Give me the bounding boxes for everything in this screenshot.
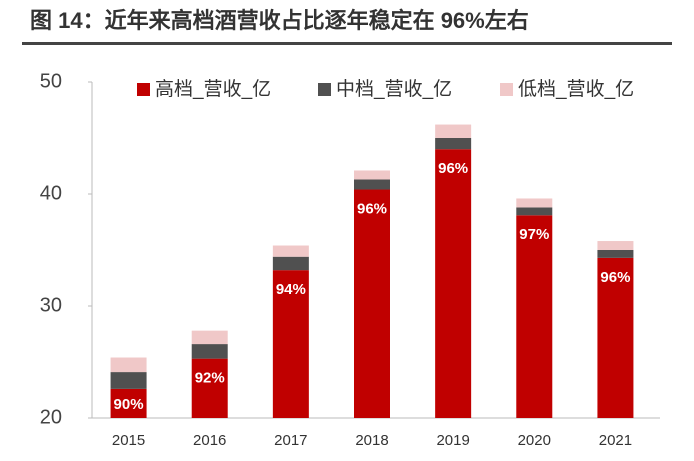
bar-segment: [110, 388, 147, 418]
bar-segment: [191, 344, 228, 359]
legend-label: 高档_营收_亿: [155, 78, 271, 100]
share-label: 94%: [276, 281, 306, 298]
share-label: 90%: [114, 396, 144, 413]
bar-segment: [354, 189, 390, 418]
x-tick-label: 2017: [274, 432, 307, 449]
x-tick-label: 2019: [436, 432, 469, 449]
x-tick-label: 2016: [193, 432, 226, 449]
share-label: 96%: [438, 160, 468, 177]
share-label: 96%: [357, 200, 387, 217]
bar-segment: [435, 124, 472, 138]
y-tick-label: 20: [40, 406, 62, 428]
share-label: 96%: [600, 269, 630, 286]
share-label: 92%: [195, 370, 225, 387]
bar-segment: [272, 245, 309, 257]
share-label: 97%: [519, 226, 549, 243]
x-tick-label: 2018: [355, 432, 388, 449]
bar-segment: [597, 250, 634, 258]
bar-segment: [272, 270, 309, 418]
bar-segment: [191, 358, 228, 418]
legend-swatch: [500, 83, 513, 96]
bar-segment: [191, 330, 228, 345]
legend-label: 低档_营收_亿: [518, 78, 634, 100]
bar-segment: [110, 372, 147, 389]
bar-segment: [354, 170, 390, 180]
bar-segment: [354, 179, 390, 190]
legend-swatch: [137, 83, 150, 96]
bar-segment: [272, 256, 309, 271]
bar-segment: [435, 138, 472, 150]
legend-label: 中档_营收_亿: [336, 78, 452, 100]
bar-segment: [516, 198, 553, 208]
y-tick-label: 50: [40, 70, 62, 92]
bar-segment: [435, 149, 472, 418]
chart-title: 图 14：近年来高档酒营收占比逐年稳定在 96%左右: [30, 8, 529, 33]
bar-segment: [110, 357, 147, 373]
x-tick-label: 2020: [518, 432, 551, 449]
legend-swatch: [318, 83, 331, 96]
x-tick-label: 2021: [599, 432, 632, 449]
bar-segment: [516, 207, 553, 216]
x-tick-label: 2015: [112, 432, 145, 449]
bar-segment: [597, 257, 634, 418]
y-tick-label: 30: [40, 294, 62, 316]
y-tick-label: 40: [40, 182, 62, 204]
bar-segment: [597, 241, 634, 250]
title-rule: [22, 42, 672, 45]
bar-segment: [516, 215, 553, 418]
